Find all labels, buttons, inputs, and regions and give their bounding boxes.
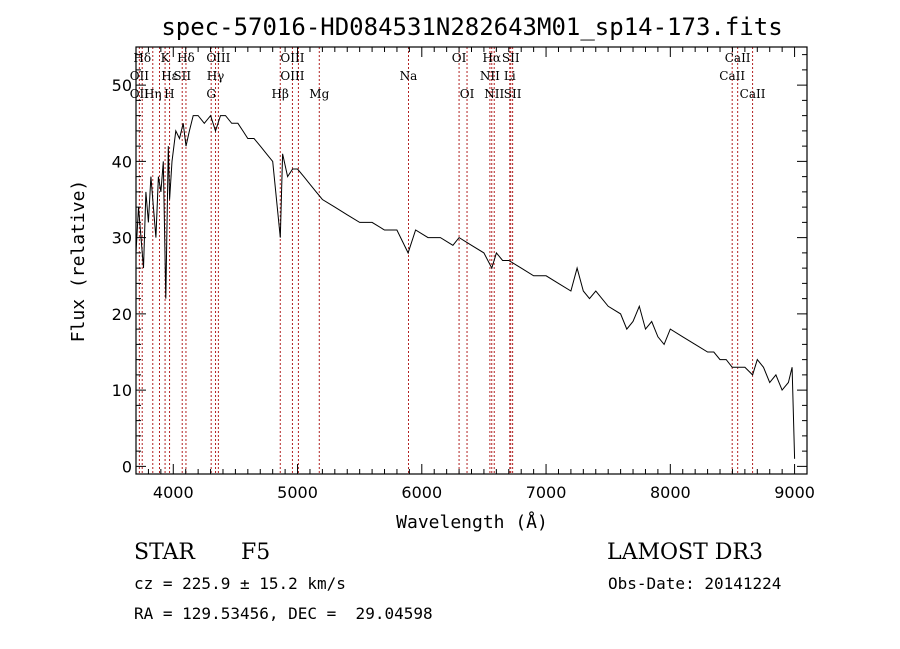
x-tick-label-9000: 9000	[774, 483, 815, 502]
line-label-4: Hε	[161, 69, 178, 83]
object-subclass: F5	[241, 540, 271, 565]
x-axis-label: Wavelength (Å)	[396, 511, 548, 533]
line-label-23: NII	[484, 87, 504, 101]
line-label-22: Li	[504, 69, 516, 83]
line-label-9: OIII	[206, 51, 230, 65]
x-tick-label-8000: 8000	[650, 483, 691, 502]
y-tick-label-30: 30	[112, 229, 132, 248]
x-axis-ticks: 4000 5000 6000 7000 8000 9000	[147, 47, 815, 502]
object-class: STAR	[134, 540, 195, 565]
line-label-8: Hδ	[177, 51, 195, 65]
chart-title: spec-57016-HD084531N282643M01_sp14-173.f…	[161, 13, 782, 41]
line-label-1: OII	[130, 69, 150, 83]
line-label-15: Mg	[309, 87, 329, 101]
y-tick-label-0: 0	[122, 457, 132, 476]
ra-dec: RA = 129.53456, DEC = 29.04598	[134, 604, 433, 623]
line-label-26: CaII	[719, 69, 745, 83]
y-tick-label-10: 10	[112, 381, 132, 400]
emission-line-markers	[138, 47, 754, 474]
line-label-7: H	[164, 87, 174, 101]
x-tick-label-4000: 4000	[153, 483, 194, 502]
line-label-14: Hβ	[272, 87, 289, 101]
line-label-27: CaII	[740, 87, 766, 101]
observation-date: Obs-Date: 20141224	[608, 574, 782, 593]
line-label-17: OI	[452, 51, 467, 65]
y-tick-label-20: 20	[112, 305, 132, 324]
x-tick-label-7000: 7000	[526, 483, 567, 502]
line-label-20: SII	[502, 51, 520, 65]
line-label-10: Hγ	[207, 69, 225, 83]
y-tick-label-50: 50	[112, 76, 132, 95]
plot-frame	[135, 46, 808, 475]
line-label-16: Na	[400, 69, 418, 83]
spectrum-line	[135, 114, 796, 459]
line-label-3: K	[161, 51, 171, 65]
line-label-13: OIII	[280, 69, 304, 83]
redshift-cz: cz = 225.9 ± 15.2 km/s	[134, 574, 346, 593]
line-label-6: Hη	[144, 87, 162, 101]
line-label-12: OIII	[280, 51, 304, 65]
line-label-19: Hα	[482, 51, 501, 65]
y-tick-label-40: 40	[112, 152, 132, 171]
line-label-24: SII	[504, 87, 522, 101]
x-tick-label-6000: 6000	[401, 483, 442, 502]
line-label-2: OII	[130, 87, 150, 101]
line-label-5: SII	[173, 69, 191, 83]
x-tick-label-5000: 5000	[277, 483, 318, 502]
line-label-21: NII	[480, 69, 500, 83]
y-axis-ticks: 0 10 20 30 40 50	[112, 54, 807, 476]
line-label-11: G	[206, 87, 216, 101]
survey-name: LAMOST DR3	[607, 540, 763, 565]
line-label-25: CaII	[725, 51, 751, 65]
y-axis-label: Flux (relative)	[68, 180, 89, 343]
line-label-18: OI	[460, 87, 475, 101]
